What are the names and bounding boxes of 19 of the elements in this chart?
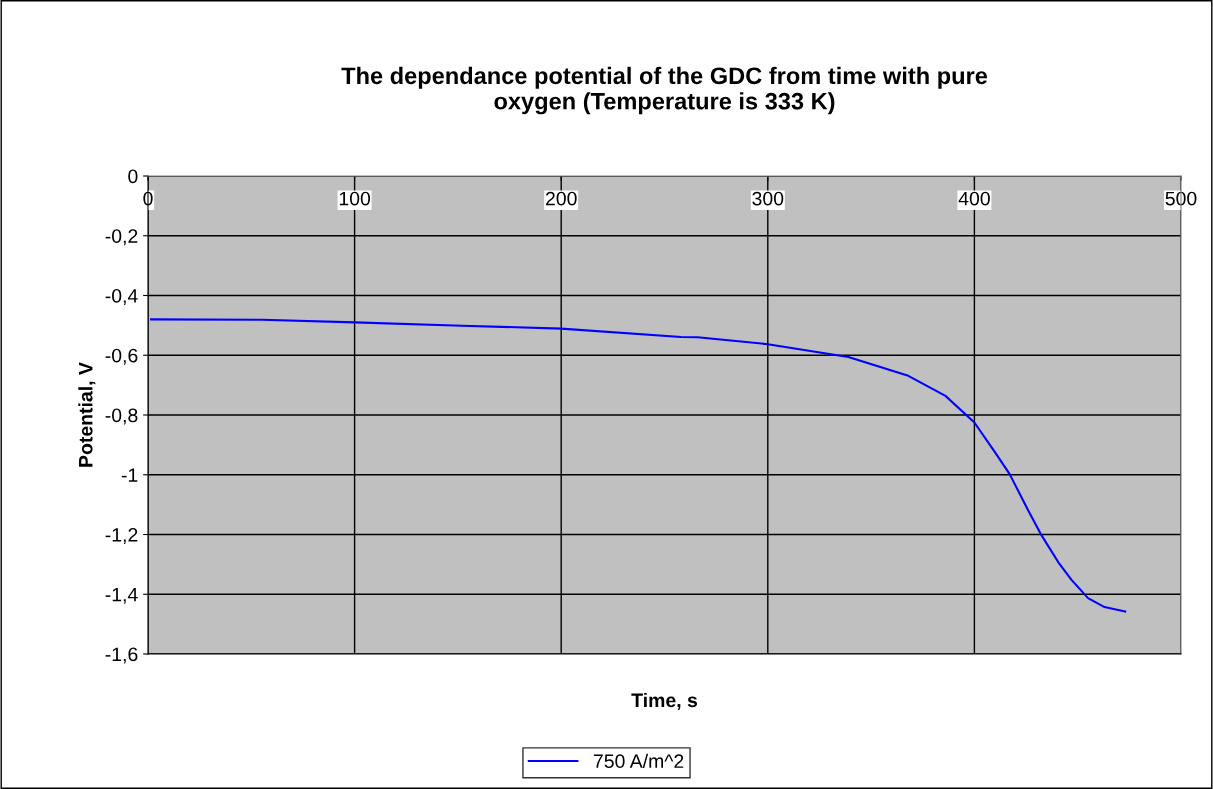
legend-label: 750 A/m^2 <box>593 753 684 769</box>
y-tick-label: -1,2 <box>105 527 138 545</box>
y-tick-label: -1,4 <box>105 587 138 604</box>
chart-title: The dependance potential of the GDC from time with pure oxygen (Temperature is 333 K) <box>341 66 988 115</box>
x-tick-label: 300 <box>752 191 784 206</box>
x-tick-label: 100 <box>339 191 371 206</box>
x-tick-label: 400 <box>958 191 990 206</box>
y-axis-title: Potential, V <box>78 362 96 467</box>
y-tick-label: -0,2 <box>105 229 138 246</box>
line-series <box>150 318 1127 613</box>
x-axis-title: Time, s <box>631 692 698 710</box>
y-tick-label: -1,6 <box>105 647 138 664</box>
y-tick-label: -0,4 <box>105 288 138 306</box>
y-tick-label: -0,8 <box>105 408 138 425</box>
y-tick-label: -1 <box>121 468 138 482</box>
x-tick-label: 200 <box>545 191 577 206</box>
y-tick-label: 0 <box>128 169 138 184</box>
x-tick-label: 500 <box>1165 191 1197 206</box>
y-tick-label: -0,6 <box>105 348 138 365</box>
